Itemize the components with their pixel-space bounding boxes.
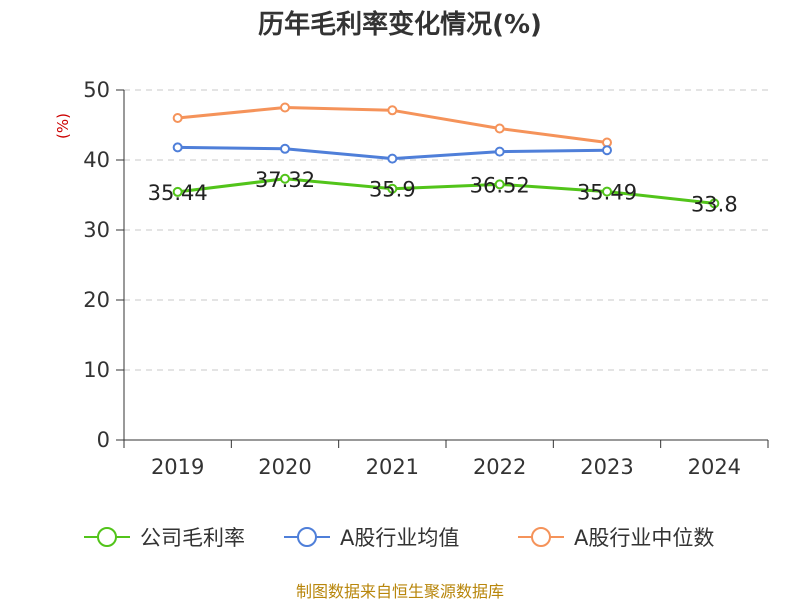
y-tick-label: 50 (83, 78, 110, 102)
series-lines (172, 102, 720, 209)
data-point (172, 142, 183, 153)
y-tick-label: 20 (83, 288, 110, 312)
data-point (387, 183, 398, 194)
data-point (172, 186, 183, 197)
data-label: 33.8 (691, 192, 738, 216)
data-point (387, 105, 398, 116)
data-point (280, 173, 290, 184)
data-point (172, 113, 183, 123)
data-point (494, 179, 505, 190)
source-note: 制图数据来自恒生聚源数据库 (295, 582, 504, 601)
data-point (494, 146, 505, 157)
y-tick-label: 40 (83, 148, 110, 172)
data-point (494, 123, 505, 134)
grid-lines (124, 89, 768, 371)
data-point (602, 186, 612, 197)
x-tick-label: 2019 (151, 455, 204, 479)
legend-label: A股行业中位数 (574, 526, 714, 550)
x-tick-label: 2023 (580, 455, 633, 479)
chart-title: 历年毛利率变化情况(%) (258, 10, 542, 40)
data-label: 35.9 (369, 178, 416, 202)
data-labels: 35.44 37.32 35.9 36.52 35.49 33.8 (148, 168, 738, 217)
x-tick-label: 2022 (473, 455, 526, 479)
data-label: 35.49 (577, 181, 637, 205)
data-point (602, 145, 612, 156)
legend-marker (297, 527, 317, 547)
y-tick-label: 0 (97, 428, 110, 452)
data-label: 35.44 (148, 181, 208, 205)
x-tick-label: 2021 (366, 455, 419, 479)
data-point (387, 153, 398, 164)
y-tick-label: 10 (83, 358, 110, 382)
data-label: 36.52 (470, 173, 530, 197)
tick-labels: 0 10 20 30 40 50 2019 2020 2021 2022 2023 2024 (83, 78, 741, 479)
legend-label: A股行业均值 (340, 526, 459, 550)
axes (116, 89, 769, 448)
x-tick-label: 2024 (688, 455, 741, 479)
legend-label: 公司毛利率 (140, 526, 245, 550)
y-axis-unit: (%) (54, 113, 72, 139)
data-point (709, 198, 720, 209)
legend: 公司毛利率 A股行业均值 A股行业中位数 (84, 526, 714, 550)
data-point (280, 102, 290, 113)
series-line (177, 177, 715, 205)
data-point (280, 143, 290, 154)
legend-marker (531, 527, 551, 547)
x-tick-label: 2020 (258, 455, 311, 479)
data-label: 37.32 (255, 168, 315, 192)
legend-marker (97, 527, 117, 547)
y-tick-label: 30 (83, 218, 110, 242)
